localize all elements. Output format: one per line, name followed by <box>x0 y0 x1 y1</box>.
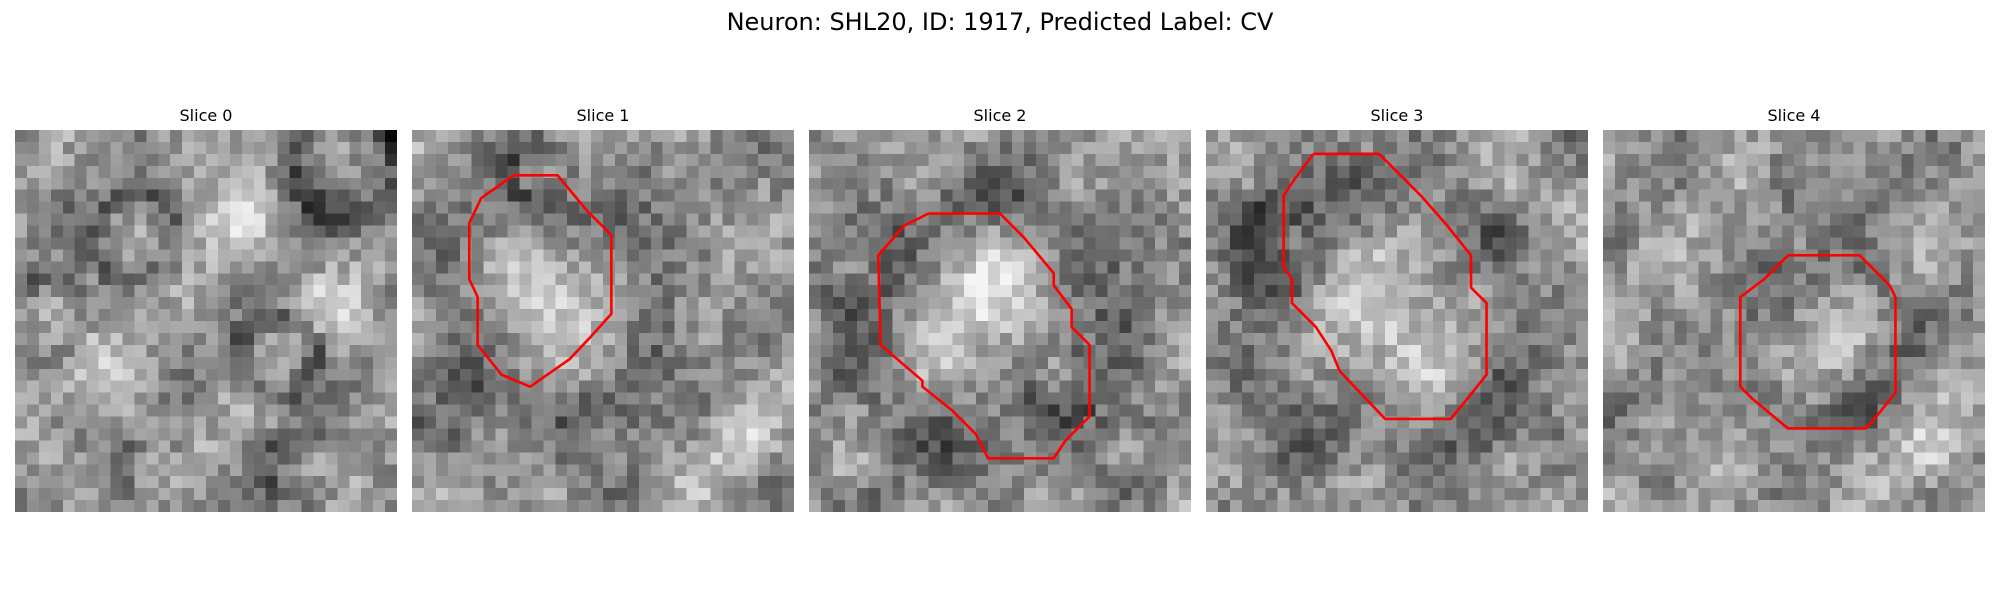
slice-image <box>1206 130 1588 512</box>
vesicle-contour <box>1282 152 1488 421</box>
figure-title: Neuron: SHL20, ID: 1917, Predicted Label… <box>726 8 1274 36</box>
slice-title: Slice 2 <box>973 106 1027 125</box>
pixel-grid <box>1603 130 1985 512</box>
slice-panel-3: Slice 3 <box>1206 105 1588 512</box>
slice-panel-4: Slice 4 <box>1603 105 1985 512</box>
slice-title: Slice 1 <box>576 106 630 125</box>
slice-panel-1: Slice 1 <box>412 105 794 512</box>
slice-image <box>15 130 397 512</box>
pixel-grid <box>1206 130 1588 512</box>
pixel-grid <box>15 130 397 512</box>
vesicle-contour <box>876 212 1091 460</box>
slice-title: Slice 3 <box>1370 106 1424 125</box>
pixel-grid <box>809 130 1191 512</box>
slice-title: Slice 0 <box>179 106 233 125</box>
slice-image <box>809 130 1191 512</box>
pixel-grid <box>412 130 794 512</box>
slice-image <box>1603 130 1985 512</box>
slice-title: Slice 4 <box>1767 106 1821 125</box>
vesicle-contour <box>467 174 613 388</box>
slice-panel-0: Slice 0 <box>15 105 397 512</box>
slice-image <box>412 130 794 512</box>
vesicle-contour <box>1738 254 1897 430</box>
slice-panel-2: Slice 2 <box>809 105 1191 512</box>
